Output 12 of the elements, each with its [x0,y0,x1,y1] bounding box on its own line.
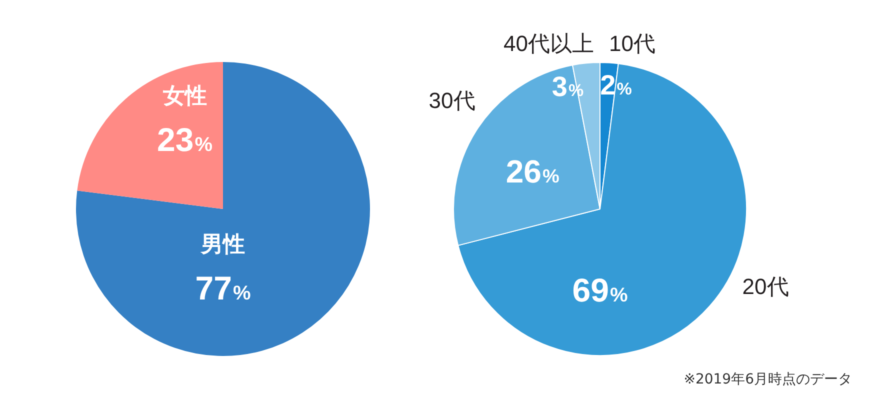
slice-label: 男性 [200,232,245,258]
text: ※2019年6月時点のデータ [684,372,852,388]
slice-label: 20代 [742,274,789,300]
data-label: 2% [600,70,632,101]
data-label: 69% [572,271,628,308]
slice-label: 10代 [608,30,656,56]
data-label: 26% [506,153,560,190]
data-label: 77% [195,270,251,307]
slice-label: 女性 [162,84,207,110]
data-label: 23% [157,121,213,158]
slice-label: 40代以上 [503,30,594,56]
slice-label: 30代 [428,88,476,114]
